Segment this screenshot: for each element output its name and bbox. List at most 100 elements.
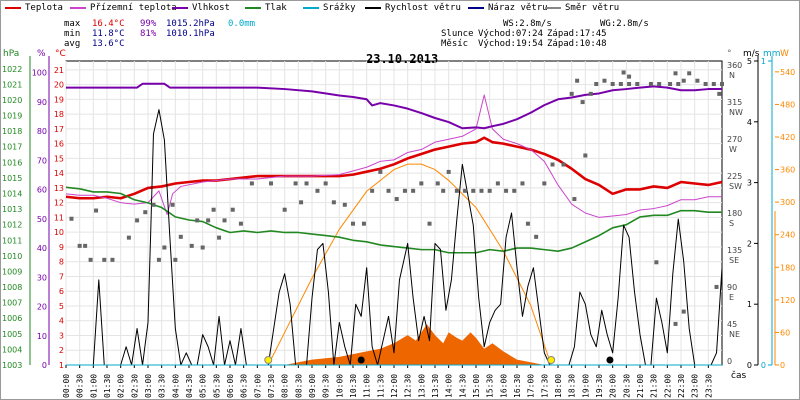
- hpa-tick-label: 1007: [2, 299, 22, 308]
- wind-wg: WG:2.8m/s: [600, 19, 649, 29]
- wind-direction-point: [94, 208, 99, 213]
- legend-label: Vlhkost: [192, 3, 230, 13]
- x-tick-label: 21:00: [636, 374, 645, 398]
- wind-direction-point: [69, 216, 74, 221]
- x-tick-label: 00:30: [76, 374, 85, 398]
- mm-tick-label: 0: [761, 361, 766, 370]
- degc-tick-label: 7: [59, 272, 64, 281]
- degc-tick-label: 21: [54, 66, 64, 75]
- deg-tick-label: 180: [727, 209, 742, 218]
- axis-deg-label: °: [727, 49, 732, 59]
- w-tick-label: 0: [780, 361, 785, 370]
- legend-swatch: [70, 6, 86, 9]
- ms-tick-label: 5: [747, 57, 752, 66]
- wind-direction-point: [173, 257, 178, 262]
- pct-tick-label: 40: [37, 244, 47, 253]
- deg-tick-label: E: [729, 293, 734, 302]
- hpa-tick-label: 1008: [2, 283, 22, 292]
- wind-direction-point: [621, 70, 626, 75]
- wind-direction-point: [230, 207, 235, 212]
- degc-tick-label: 8: [59, 258, 64, 267]
- x-axis-label: čas: [731, 371, 747, 381]
- legend-swatch: [303, 6, 319, 9]
- solar-measured-area: [284, 324, 545, 365]
- mm-tick-label: 1: [761, 57, 766, 66]
- axis-hpa-label: hPa: [3, 49, 20, 59]
- stats-max-hum: 99%: [140, 19, 157, 29]
- x-tick-label: 03:30: [158, 374, 167, 398]
- x-tick-label: 16:00: [499, 374, 508, 398]
- deg-tick-label: 0: [727, 357, 732, 366]
- stats-max-press: 1015.2hPa: [166, 19, 215, 29]
- wind-direction-point: [520, 181, 525, 186]
- wind-direction-point: [323, 181, 328, 186]
- wind-direction-point: [394, 197, 399, 202]
- legend-label: Teplota: [25, 3, 63, 13]
- x-tick-label: 04:00: [171, 374, 180, 398]
- wind-direction-point: [569, 91, 574, 96]
- pct-tick-label: 10: [37, 332, 47, 341]
- wind-direction-point: [170, 202, 175, 207]
- wind-direction-point: [378, 169, 383, 174]
- x-tick-label: 23:00: [691, 374, 700, 398]
- wind-direction-point: [673, 321, 678, 326]
- wind-direction-point: [299, 200, 304, 205]
- wind-direction-point: [534, 234, 539, 239]
- x-tick-label: 17:30: [540, 374, 549, 398]
- solar-curve: [267, 163, 552, 366]
- wind-direction-point: [269, 181, 273, 186]
- ms-tick-label: 4: [747, 118, 752, 127]
- x-tick-label: 05:30: [212, 374, 221, 398]
- x-tick-label: 09:30: [322, 374, 331, 398]
- legend-item: Tlak: [245, 3, 287, 13]
- wind-direction-point: [88, 257, 93, 262]
- x-tick-label: 14:30: [458, 374, 467, 398]
- wind-direction-point: [673, 71, 678, 76]
- wind-direction-point: [542, 181, 547, 186]
- wind-direction-point: [195, 218, 200, 223]
- stats-max-temp: 16.4°C: [92, 19, 125, 29]
- wind-direction-point: [525, 221, 530, 226]
- degc-tick-label: 10: [54, 228, 64, 237]
- x-tick-label: 10:30: [349, 374, 358, 398]
- degc-tick-label: 13: [54, 184, 64, 193]
- legend-label: Náraz větru: [488, 3, 548, 13]
- wind-direction-point: [575, 78, 580, 83]
- hpa-tick-label: 1014: [2, 190, 22, 199]
- wind-direction-point: [217, 235, 222, 240]
- deg-tick-label: 225: [727, 172, 742, 181]
- x-tick-label: 15:00: [472, 374, 481, 398]
- legend-label: Směr větru: [565, 3, 620, 13]
- legend-item: Rychlost větru: [365, 3, 461, 13]
- legend-item: Vlhkost: [172, 3, 230, 13]
- pct-tick-label: 50: [37, 215, 47, 224]
- degc-tick-label: 17: [54, 125, 64, 134]
- hpa-tick-label: 1020: [2, 96, 22, 105]
- pct-tick-label: 70: [37, 156, 47, 165]
- x-tick-label: 08:00: [281, 374, 290, 398]
- pct-tick-label: 20: [37, 303, 47, 312]
- wind-direction-point: [370, 188, 375, 193]
- axis-pct-label: %: [37, 49, 46, 59]
- x-tick-label: 21:30: [650, 374, 659, 398]
- w-tick-label: 540: [780, 68, 795, 77]
- x-tick-label: 16:30: [513, 374, 522, 398]
- deg-tick-label: 315: [727, 98, 742, 107]
- wind-direction-point: [110, 257, 115, 262]
- wind-direction-point: [695, 78, 700, 83]
- wind-direction-point: [435, 181, 440, 186]
- pct-tick-label: 90: [37, 98, 47, 107]
- sunset-marker: [547, 356, 556, 364]
- legend-swatch: [468, 6, 484, 9]
- stats-min-label: min: [64, 29, 81, 39]
- series-line-přízemní-teplota: [65, 94, 722, 218]
- x-tick-label: 19:00: [581, 374, 590, 398]
- wind-ws: WS:2.8m/s: [503, 19, 552, 29]
- pct-tick-label: 60: [37, 186, 47, 195]
- x-tick-label: 02:00: [117, 374, 126, 398]
- wind-direction-point: [222, 218, 227, 223]
- wind-direction-point: [126, 235, 131, 240]
- moon-rise: Východ:19:54: [478, 39, 544, 49]
- legend-label: Přízemní teplota: [90, 3, 177, 13]
